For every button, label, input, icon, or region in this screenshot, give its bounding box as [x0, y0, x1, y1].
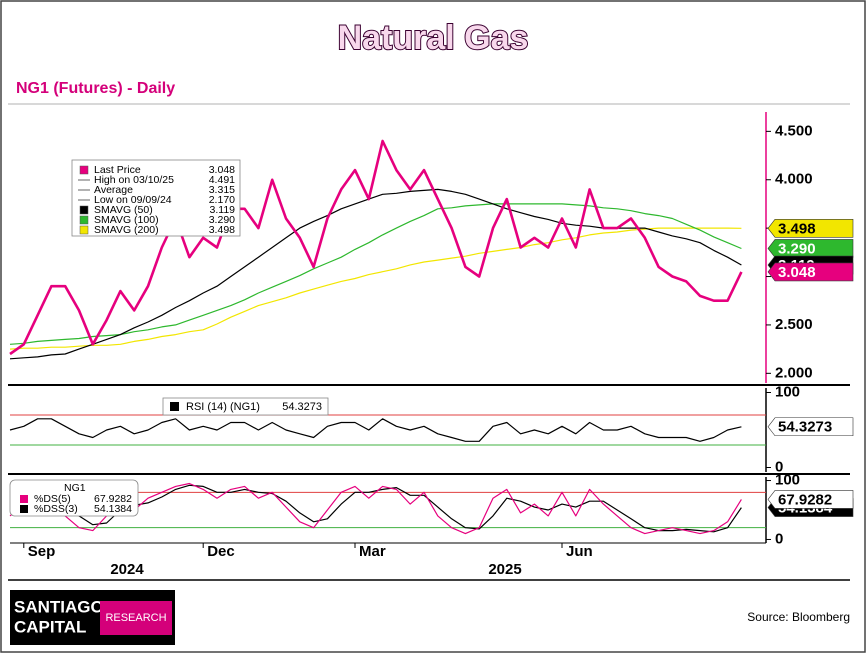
- legend-label: SMAVG (200): [94, 224, 159, 236]
- x-tick-label: Jun: [566, 543, 593, 560]
- value-tag-label: 67.9282: [778, 491, 832, 508]
- value-tag: [767, 490, 854, 509]
- legend-marker: [20, 505, 28, 513]
- value-tag-label: 3.290: [778, 240, 816, 257]
- subtitle: NG1 (Futures) - Daily: [16, 80, 175, 97]
- year-label: 2025: [488, 561, 521, 578]
- value-tag: [767, 219, 854, 238]
- y-tick-label: 4.500: [775, 122, 813, 139]
- legend-marker: [79, 205, 89, 215]
- value-tag: [767, 239, 854, 258]
- x-tick-label: Dec: [207, 543, 235, 560]
- legend-label: Low on 09/09/24: [94, 194, 172, 206]
- page-title: Natural Gas: [338, 19, 529, 57]
- value-tag: [767, 417, 854, 437]
- legend-value: 3.290: [209, 214, 235, 226]
- legend-label: RSI (14) (NG1): [186, 401, 260, 413]
- legend-box: [9, 479, 139, 517]
- legend-value: 2.170: [209, 194, 235, 206]
- y-tick-label: 100: [775, 383, 800, 400]
- year-label: 2024: [110, 561, 144, 578]
- legend-marker: [79, 165, 89, 175]
- logo-text: SANTIAGO: [14, 597, 104, 616]
- legend-value: 4.491: [209, 174, 235, 186]
- legend-value: 3.315: [209, 184, 235, 196]
- y-tick-label: 100: [775, 472, 800, 489]
- logo-text: CAPITAL: [14, 617, 86, 636]
- legend-value: 67.9282: [94, 493, 132, 505]
- legend-value: 3.119: [210, 204, 236, 216]
- series-line: [9, 227, 742, 350]
- y-tick-label: 2.500: [775, 316, 813, 333]
- legend-marker: [20, 495, 28, 503]
- legend-marker: [79, 215, 89, 225]
- legend-marker: [170, 402, 179, 411]
- legend-label: SMAVG (100): [94, 214, 159, 226]
- legend-value: 3.048: [209, 164, 235, 176]
- x-tick-label: Mar: [359, 543, 386, 560]
- legend-marker: [79, 225, 89, 235]
- legend-label: %DS(5): [34, 493, 71, 505]
- value-tag-label: 54.3273: [778, 419, 832, 436]
- legend-label: Average: [94, 184, 133, 196]
- series-line: [9, 203, 742, 345]
- logo-badge-text: RESEARCH: [105, 612, 166, 624]
- legend-label: High on 03/10/25: [94, 174, 174, 186]
- legend-title: NG1: [64, 482, 86, 494]
- series-line: [9, 188, 742, 360]
- x-tick-label: Sep: [28, 543, 56, 560]
- legend-box: [71, 159, 241, 237]
- y-tick-label: 4.000: [775, 171, 813, 188]
- source: Source: Bloomberg: [747, 610, 850, 624]
- legend-box: [162, 397, 329, 416]
- legend-value: 54.3273: [282, 401, 322, 413]
- logo-badge: [100, 601, 172, 635]
- value-tag-label: 3.048: [778, 264, 816, 281]
- legend-value: 54.1384: [94, 503, 132, 515]
- value-tag: [767, 262, 854, 282]
- y-tick-label: 0: [775, 458, 783, 475]
- legend-label: SMAVG (50): [94, 204, 153, 216]
- value-tag-label: 3.498: [778, 220, 816, 237]
- y-tick-label: 0: [775, 530, 783, 547]
- series-line: [9, 418, 742, 442]
- legend-label: %DSS(3): [34, 503, 78, 515]
- series-line: [9, 139, 743, 356]
- legend-value: 3.498: [209, 224, 235, 236]
- legend-label: Last Price: [94, 164, 141, 176]
- y-tick-label: 2.000: [775, 364, 813, 381]
